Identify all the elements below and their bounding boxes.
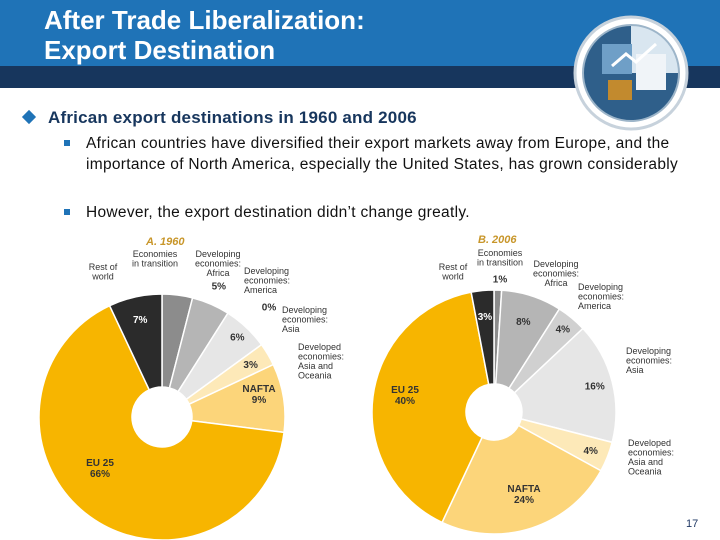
slice-category-label: America <box>244 285 277 295</box>
header-bar <box>0 66 720 88</box>
slice-category-label: Oceania <box>628 467 662 477</box>
pie-slice-asia <box>513 327 617 444</box>
pie-slice-rest <box>108 293 163 391</box>
slice-category-label: Africa <box>544 278 567 288</box>
sub-bullet-text: African countries have diversified their… <box>86 135 679 173</box>
slice-category-label: NAFTA <box>507 484 540 495</box>
slice-value-label: 8% <box>516 317 531 328</box>
slice-category-label: economies: <box>244 276 290 286</box>
slice-value-label: 4% <box>173 271 188 282</box>
pie-slice-eu <box>371 291 490 524</box>
slice-category-label: economies: <box>626 356 672 366</box>
slice-category-label: Rest of <box>439 262 468 272</box>
slice-category-label: economies: <box>628 448 674 458</box>
slice-category-label: economies: <box>195 259 241 269</box>
slice-value-label: 40% <box>395 396 415 407</box>
title-line-1: After Trade Liberalization: <box>44 5 365 35</box>
pie-slice-eu <box>38 304 285 540</box>
slice-category-label: Economies <box>478 248 523 258</box>
slice-category-label: Developing <box>533 259 578 269</box>
slice-category-label: America <box>578 301 611 311</box>
slice-category-label: EU 25 <box>391 385 419 396</box>
square-bullet-icon <box>64 209 70 215</box>
sub-bullet-text: However, the export destination didn’t c… <box>86 204 470 221</box>
page-title: After Trade Liberalization: Export Desti… <box>44 5 365 65</box>
slice-category-label: Asia <box>282 324 300 334</box>
slice-category-label: Asia and <box>298 361 333 371</box>
slice-category-label: in transition <box>132 259 178 269</box>
slice-value-label: 9% <box>252 395 267 406</box>
page-number: 17 <box>686 518 699 530</box>
slice-category-label: Developed <box>298 342 341 352</box>
title-line-2: Export Destination <box>44 35 276 65</box>
slice-category-label: Economies <box>133 249 178 259</box>
slice-value-label: 66% <box>90 469 110 480</box>
slice-category-label: Africa <box>206 268 229 278</box>
slice-value-label: 0% <box>262 303 277 314</box>
slice-category-label: Developing <box>244 266 289 276</box>
slice-category-label: EU 25 <box>86 458 114 469</box>
slice-category-label: Developing <box>282 305 327 315</box>
square-bullet-icon <box>64 140 70 146</box>
chart-title: A. 1960 <box>145 236 185 248</box>
pie-slice-rest <box>470 289 495 386</box>
slice-value-label: 5% <box>212 281 227 292</box>
slice-value-label: 4% <box>556 324 571 335</box>
slice-value-label: 1% <box>493 275 508 286</box>
slice-category-label: world <box>91 272 114 282</box>
slice-value-label: 7% <box>133 315 148 326</box>
slice-value-label: 4% <box>583 446 598 457</box>
slice-value-label: 16% <box>585 382 605 393</box>
chart-title: B. 2006 <box>478 234 517 246</box>
slice-value-label: 3% <box>478 312 493 323</box>
slice-category-label: Developed <box>628 438 671 448</box>
main-bullet-text: African export destinations in 1960 and … <box>48 108 417 127</box>
slice-category-label: economies: <box>578 292 624 302</box>
slice-value-label: 3% <box>243 360 258 371</box>
slice-category-label: economies: <box>298 352 344 362</box>
business-logo-icon <box>573 15 689 131</box>
slice-category-label: Developing <box>578 282 623 292</box>
slice-value-label: 6% <box>230 332 245 343</box>
slice-category-label: economies: <box>282 315 328 325</box>
slice-category-label: NAFTA <box>242 384 275 395</box>
main-bullet: African export destinations in 1960 and … <box>21 108 417 128</box>
slice-category-label: Developing <box>626 346 671 356</box>
pie-slice-nafta <box>441 424 602 535</box>
slice-category-label: Asia and <box>628 457 663 467</box>
slice-value-label: 24% <box>514 495 534 506</box>
slice-category-label: Rest of <box>89 262 118 272</box>
slice-category-label: Developing <box>195 249 240 259</box>
slice-category-label: Oceania <box>298 371 332 381</box>
slice-category-label: Asia <box>626 365 644 375</box>
slice-category-label: economies: <box>533 269 579 279</box>
slice-category-label: in transition <box>477 258 523 268</box>
slice-category-label: world <box>441 272 464 282</box>
